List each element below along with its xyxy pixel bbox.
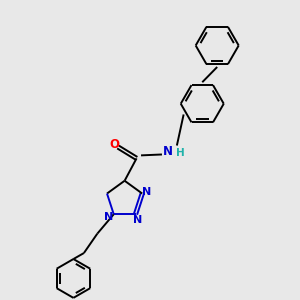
Text: H: H: [176, 148, 185, 158]
Text: N: N: [142, 187, 152, 197]
Text: O: O: [109, 137, 119, 151]
Text: N: N: [133, 214, 142, 225]
Text: N: N: [163, 145, 173, 158]
Text: N: N: [104, 212, 113, 222]
